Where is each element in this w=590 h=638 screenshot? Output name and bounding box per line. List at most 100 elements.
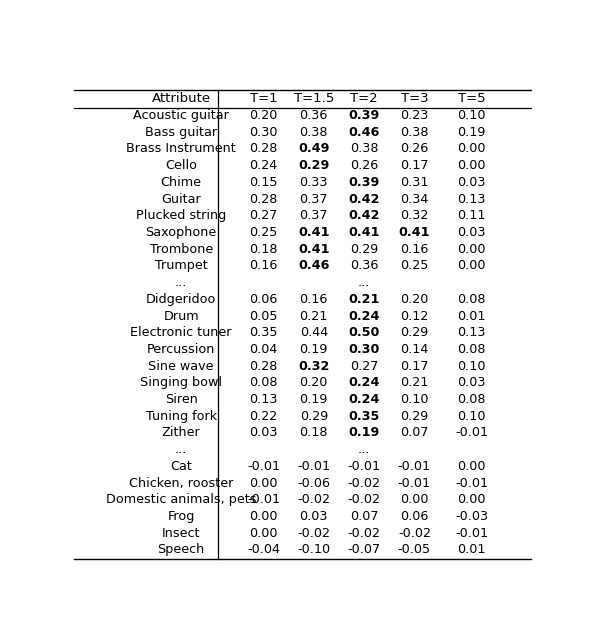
Text: 0.46: 0.46 xyxy=(298,260,329,272)
Text: 0.44: 0.44 xyxy=(300,326,328,339)
Text: 0.17: 0.17 xyxy=(400,360,429,373)
Text: 0.28: 0.28 xyxy=(250,142,278,156)
Text: Chicken, rooster: Chicken, rooster xyxy=(129,477,234,489)
Text: 0.29: 0.29 xyxy=(300,410,328,423)
Text: 0.26: 0.26 xyxy=(350,159,378,172)
Text: 0.18: 0.18 xyxy=(249,242,278,256)
Text: 0.16: 0.16 xyxy=(300,293,328,306)
Text: 0.05: 0.05 xyxy=(249,309,278,322)
Text: 0.41: 0.41 xyxy=(298,242,330,256)
Text: 0.04: 0.04 xyxy=(250,343,278,356)
Text: 0.29: 0.29 xyxy=(400,410,428,423)
Text: 0.30: 0.30 xyxy=(249,126,278,139)
Text: 0.13: 0.13 xyxy=(457,193,486,205)
Text: 0.28: 0.28 xyxy=(250,360,278,373)
Text: 0.38: 0.38 xyxy=(400,126,429,139)
Text: Sine wave: Sine wave xyxy=(149,360,214,373)
Text: 0.15: 0.15 xyxy=(249,176,278,189)
Text: 0.26: 0.26 xyxy=(400,142,428,156)
Text: -0.01: -0.01 xyxy=(247,493,280,506)
Text: 0.13: 0.13 xyxy=(457,326,486,339)
Text: 0.10: 0.10 xyxy=(457,109,486,122)
Text: -0.01: -0.01 xyxy=(398,477,431,489)
Text: 0.00: 0.00 xyxy=(457,159,486,172)
Text: 0.08: 0.08 xyxy=(457,293,486,306)
Text: 0.50: 0.50 xyxy=(349,326,380,339)
Text: 0.24: 0.24 xyxy=(348,393,380,406)
Text: 0.41: 0.41 xyxy=(348,226,380,239)
Text: 0.38: 0.38 xyxy=(350,142,378,156)
Text: T=5: T=5 xyxy=(458,93,486,105)
Text: 0.27: 0.27 xyxy=(350,360,378,373)
Text: Siren: Siren xyxy=(165,393,198,406)
Text: 0.24: 0.24 xyxy=(250,159,278,172)
Text: 0.32: 0.32 xyxy=(298,360,329,373)
Text: ...: ... xyxy=(358,276,371,289)
Text: 0.33: 0.33 xyxy=(300,176,328,189)
Text: Attribute: Attribute xyxy=(152,93,211,105)
Text: ...: ... xyxy=(175,443,188,456)
Text: -0.02: -0.02 xyxy=(348,477,381,489)
Text: 0.41: 0.41 xyxy=(298,226,330,239)
Text: 0.25: 0.25 xyxy=(250,226,278,239)
Text: 0.24: 0.24 xyxy=(348,376,380,389)
Text: Cello: Cello xyxy=(165,159,197,172)
Text: 0.37: 0.37 xyxy=(300,193,328,205)
Text: 0.42: 0.42 xyxy=(348,193,380,205)
Text: -0.01: -0.01 xyxy=(455,526,488,540)
Text: 0.28: 0.28 xyxy=(250,193,278,205)
Text: 0.42: 0.42 xyxy=(348,209,380,222)
Text: Trombone: Trombone xyxy=(150,242,213,256)
Text: 0.03: 0.03 xyxy=(249,426,278,440)
Text: 0.03: 0.03 xyxy=(300,510,328,523)
Text: 0.23: 0.23 xyxy=(400,109,428,122)
Text: -0.01: -0.01 xyxy=(455,477,488,489)
Text: 0.29: 0.29 xyxy=(350,242,378,256)
Text: 0.00: 0.00 xyxy=(457,493,486,506)
Text: 0.20: 0.20 xyxy=(300,376,328,389)
Text: 0.01: 0.01 xyxy=(457,544,486,556)
Text: 0.36: 0.36 xyxy=(300,109,328,122)
Text: 0.27: 0.27 xyxy=(250,209,278,222)
Text: ...: ... xyxy=(358,443,371,456)
Text: 0.06: 0.06 xyxy=(400,510,428,523)
Text: -0.02: -0.02 xyxy=(348,526,381,540)
Text: 0.00: 0.00 xyxy=(457,142,486,156)
Text: 0.29: 0.29 xyxy=(400,326,428,339)
Text: 0.20: 0.20 xyxy=(250,109,278,122)
Text: 0.03: 0.03 xyxy=(457,176,486,189)
Text: Didgeridoo: Didgeridoo xyxy=(146,293,217,306)
Text: 0.30: 0.30 xyxy=(349,343,380,356)
Text: -0.01: -0.01 xyxy=(398,460,431,473)
Text: 0.24: 0.24 xyxy=(348,309,380,322)
Text: Bass guitar: Bass guitar xyxy=(145,126,217,139)
Text: 0.00: 0.00 xyxy=(400,493,429,506)
Text: 0.37: 0.37 xyxy=(300,209,328,222)
Text: 0.19: 0.19 xyxy=(349,426,380,440)
Text: ...: ... xyxy=(175,276,188,289)
Text: 0.08: 0.08 xyxy=(457,393,486,406)
Text: 0.10: 0.10 xyxy=(400,393,429,406)
Text: -0.01: -0.01 xyxy=(297,460,330,473)
Text: 0.32: 0.32 xyxy=(400,209,428,222)
Text: 0.00: 0.00 xyxy=(457,460,486,473)
Text: 0.14: 0.14 xyxy=(400,343,428,356)
Text: 0.21: 0.21 xyxy=(300,309,328,322)
Text: -0.07: -0.07 xyxy=(348,544,381,556)
Text: 0.25: 0.25 xyxy=(400,260,428,272)
Text: 0.07: 0.07 xyxy=(350,510,378,523)
Text: 0.35: 0.35 xyxy=(349,410,380,423)
Text: -0.05: -0.05 xyxy=(398,544,431,556)
Text: 0.01: 0.01 xyxy=(457,309,486,322)
Text: Percussion: Percussion xyxy=(147,343,215,356)
Text: 0.18: 0.18 xyxy=(300,426,328,440)
Text: -0.02: -0.02 xyxy=(398,526,431,540)
Text: Domestic animals, pets: Domestic animals, pets xyxy=(106,493,257,506)
Text: 0.19: 0.19 xyxy=(300,343,328,356)
Text: T=3: T=3 xyxy=(401,93,428,105)
Text: 0.49: 0.49 xyxy=(298,142,330,156)
Text: Trumpet: Trumpet xyxy=(155,260,208,272)
Text: 0.08: 0.08 xyxy=(249,376,278,389)
Text: 0.29: 0.29 xyxy=(298,159,329,172)
Text: Plucked string: Plucked string xyxy=(136,209,227,222)
